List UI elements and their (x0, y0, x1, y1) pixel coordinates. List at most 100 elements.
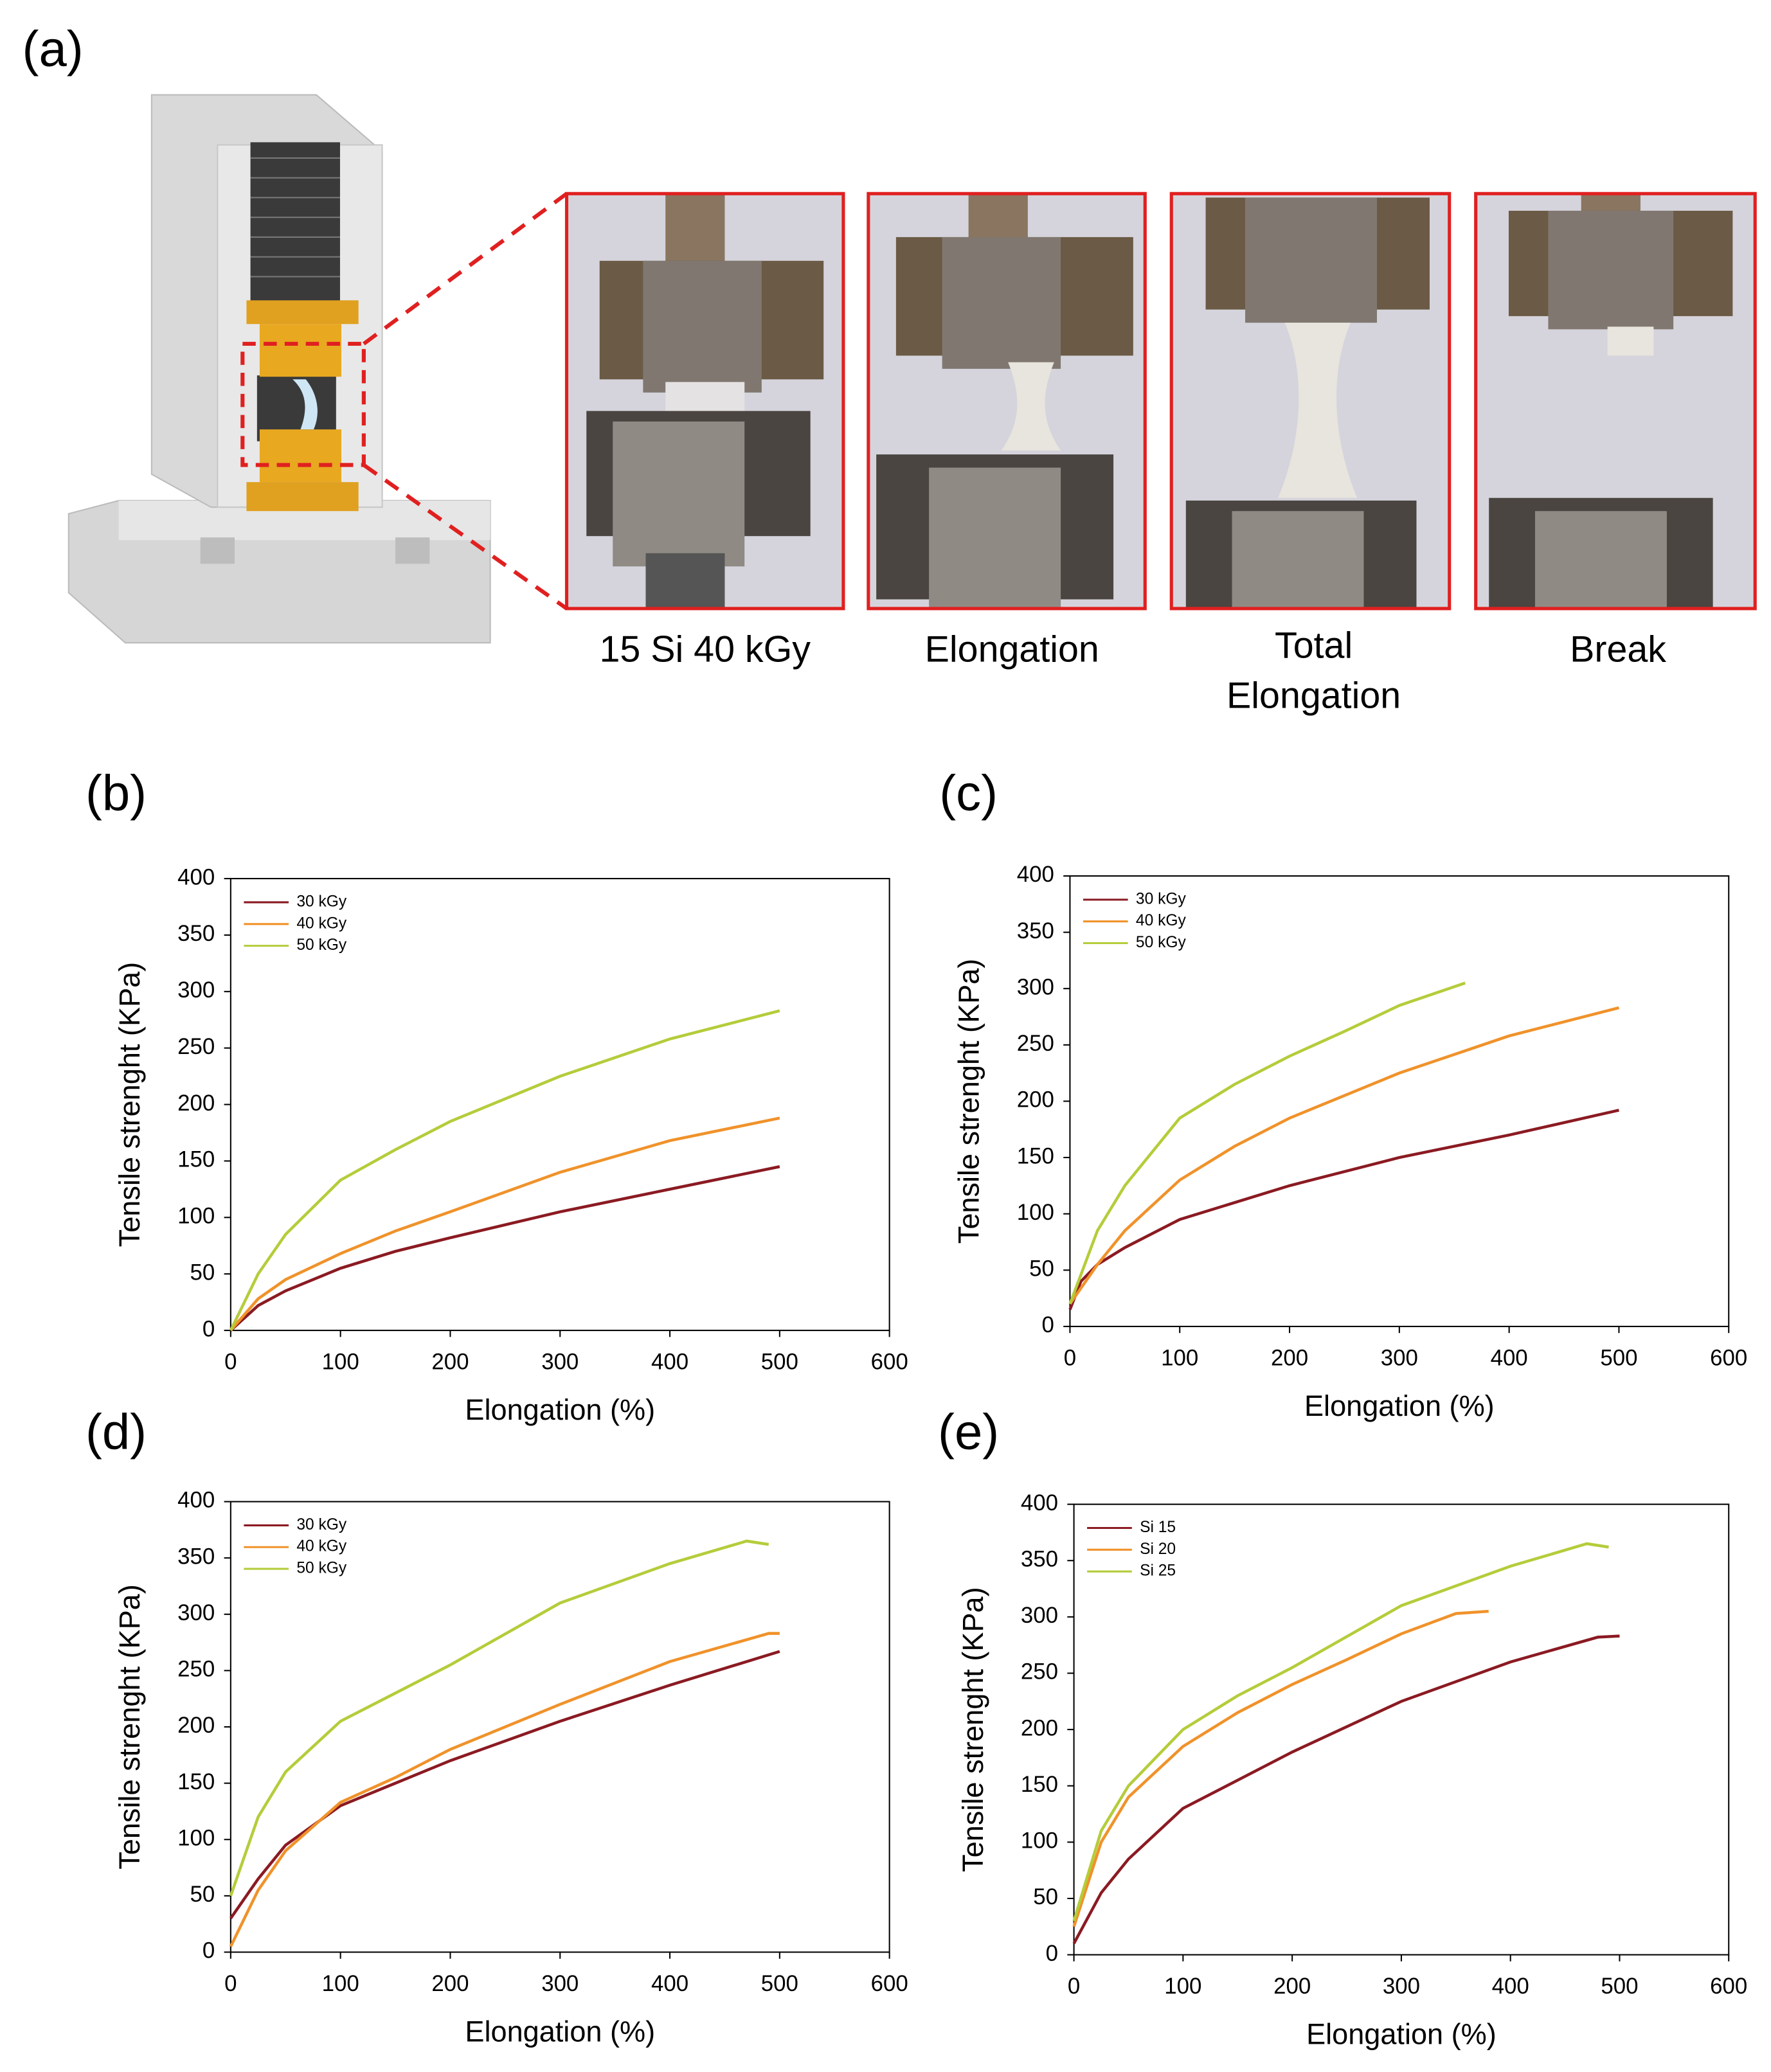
x-tick-label: 200 (431, 1971, 469, 1996)
x-tick-label: 100 (1164, 1974, 1201, 1999)
photo (1169, 192, 1452, 611)
panel-label: (b) (85, 765, 147, 821)
x-tick-label: 600 (1710, 1345, 1747, 1370)
y-tick-label: 150 (177, 1769, 215, 1794)
data-line (229, 1116, 780, 1332)
photo (1474, 192, 1757, 611)
x-tick-label: 0 (224, 1350, 237, 1375)
chart: 0 50 100 150 200 250 300 350 400 0 100 200 300 400 500… (957, 1490, 1748, 2051)
y-tick-label: 300 (177, 1600, 215, 1625)
x-tick-label: 100 (1161, 1345, 1198, 1370)
x-tick-label: 600 (871, 1971, 908, 1996)
y-tick-label: 150 (177, 1147, 215, 1172)
y-axis-label: Tensile strenght (KPa) (957, 1587, 989, 1871)
x-tick-label: 500 (761, 1350, 798, 1375)
x-tick-label: 600 (871, 1350, 908, 1375)
x-axis-label: Elongation (%) (465, 1393, 655, 1426)
y-tick-label: 250 (1021, 1659, 1058, 1684)
y-axis-label: Tensile strenght (KPa) (113, 962, 146, 1247)
y-tick-label: 300 (177, 978, 215, 1003)
x-tick-label: 300 (1381, 1345, 1418, 1370)
y-tick-label: 350 (177, 1544, 215, 1569)
panel-label: (d) (85, 1404, 147, 1460)
legend-label: Si 15 (1140, 1519, 1176, 1536)
y-tick-label: 250 (1017, 1031, 1054, 1056)
y-axis-label: Tensile strenght (KPa) (953, 959, 985, 1244)
y-tick-label: 150 (1021, 1772, 1058, 1797)
y-tick-label: 200 (177, 1713, 215, 1738)
data-line (1068, 981, 1466, 1305)
y-tick-label: 350 (1017, 918, 1054, 943)
data-line (229, 1650, 780, 1920)
y-tick-label: 400 (177, 864, 215, 889)
y-tick-label: 0 (202, 1938, 215, 1963)
y-tick-label: 100 (1021, 1828, 1058, 1853)
x-tick-label: 0 (1064, 1345, 1076, 1370)
x-tick-label: 0 (224, 1971, 237, 1996)
data-line (1068, 1006, 1619, 1305)
x-tick-label: 500 (1601, 1974, 1638, 1999)
data-line (1068, 1109, 1619, 1310)
legend-label: 30 kGy (1136, 890, 1187, 907)
chart: 0 50 100 150 200 250 300 350 400 0 100 200 300 400 500… (113, 1488, 908, 2048)
x-tick-label: 200 (1273, 1974, 1311, 1999)
data-line (229, 1632, 780, 1947)
y-tick-label: 200 (1017, 1087, 1054, 1112)
y-tick-label: 200 (177, 1091, 215, 1116)
y-tick-label: 400 (1021, 1490, 1058, 1515)
legend-label: Si 25 (1140, 1562, 1176, 1580)
legend-label: 40 kGy (296, 1538, 347, 1555)
x-tick-label: 0 (1068, 1974, 1080, 1999)
photo (564, 192, 845, 611)
legend-label: 40 kGy (1136, 912, 1187, 929)
photo (867, 192, 1147, 611)
legend-label: 30 kGy (296, 893, 347, 910)
legend-label: 50 kGy (296, 1560, 347, 1577)
data-line (229, 1165, 780, 1332)
photo-caption: Break (1570, 629, 1666, 670)
y-tick-label: 350 (177, 921, 215, 946)
y-tick-label: 0 (1046, 1941, 1058, 1966)
y-tick-label: 300 (1021, 1603, 1058, 1628)
data-line (229, 1009, 780, 1332)
y-tick-label: 200 (1021, 1715, 1058, 1740)
x-tick-label: 500 (1600, 1345, 1637, 1370)
y-tick-label: 100 (1017, 1200, 1054, 1225)
x-axis-label: Elongation (%) (1306, 2018, 1497, 2051)
y-tick-label: 350 (1021, 1546, 1058, 1571)
y-tick-label: 400 (177, 1488, 215, 1513)
y-tick-label: 50 (190, 1882, 215, 1907)
x-tick-label: 500 (761, 1971, 798, 1996)
y-tick-label: 100 (177, 1204, 215, 1229)
data-line (1072, 1542, 1609, 1922)
data-line (1072, 1609, 1489, 1927)
x-axis-label: Elongation (%) (465, 2015, 655, 2048)
x-tick-label: 400 (1491, 1345, 1528, 1370)
photo-caption: Total (1275, 625, 1353, 666)
photo-caption: 15 Si 40 kGy (599, 629, 811, 670)
y-tick-label: 250 (177, 1034, 215, 1059)
y-tick-label: 50 (1029, 1256, 1054, 1282)
x-tick-label: 400 (651, 1971, 688, 1996)
machine-drawing (67, 94, 568, 644)
x-tick-label: 300 (1383, 1974, 1420, 1999)
y-axis-label: Tensile strenght (KPa) (113, 1584, 146, 1869)
x-tick-label: 100 (322, 1350, 359, 1375)
x-tick-label: 200 (1271, 1345, 1308, 1370)
y-tick-label: 300 (1017, 974, 1054, 999)
y-tick-label: 100 (177, 1825, 215, 1850)
y-tick-label: 250 (177, 1657, 215, 1682)
y-tick-label: 0 (1041, 1312, 1054, 1337)
legend-label: Si 20 (1140, 1541, 1176, 1558)
legend-label: 40 kGy (296, 915, 347, 932)
panel-label: (e) (938, 1404, 999, 1460)
x-tick-label: 100 (322, 1971, 359, 1996)
y-tick-label: 50 (1033, 1884, 1058, 1909)
chart: 0 50 100 150 200 250 300 350 400 0 100 200 300 400 500… (953, 862, 1748, 1422)
x-axis-label: Elongation (%) (1304, 1389, 1495, 1422)
x-tick-label: 200 (431, 1350, 469, 1375)
photo-caption: Elongation (1227, 675, 1401, 716)
chart: 0 50 100 150 200 250 300 350 400 0 100 200 300 400 500… (113, 864, 908, 1426)
